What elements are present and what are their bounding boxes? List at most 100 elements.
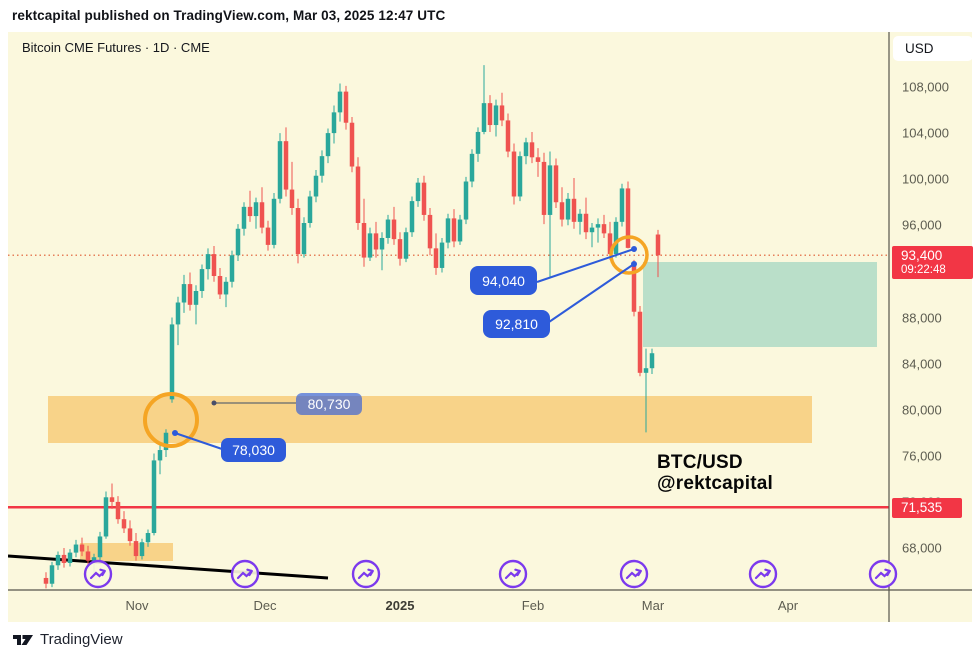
candle-up	[241, 206, 247, 229]
price-tick-label: 68,000	[902, 540, 942, 556]
time-tick-label: 2025	[385, 598, 415, 613]
candle-up	[277, 141, 283, 199]
candle-down	[433, 248, 439, 268]
candle-down	[499, 105, 505, 121]
candle-down	[559, 202, 565, 220]
tradingview-wordmark[interactable]: TradingView	[40, 631, 123, 648]
arrow-icon	[89, 568, 106, 580]
candle-up	[469, 153, 475, 182]
idea-marker-icon[interactable]	[868, 559, 898, 589]
arrow-icon	[874, 568, 891, 580]
candle-down	[421, 182, 427, 215]
lower-range-band-zone	[80, 543, 173, 561]
candle-up	[481, 103, 487, 132]
candle-up	[589, 227, 595, 233]
arrow-icon	[236, 568, 253, 580]
candle-up	[139, 542, 145, 557]
candle-down	[343, 91, 349, 123]
candle-up	[67, 552, 73, 563]
candle-down	[187, 284, 193, 305]
candle-up	[463, 181, 469, 220]
candle-up	[415, 182, 421, 202]
price-tick-label: 88,000	[902, 310, 942, 325]
watermark-author: @rektcapital	[657, 473, 773, 494]
candle-up	[199, 269, 205, 291]
candle-down	[625, 188, 631, 248]
candle-up	[229, 255, 235, 282]
candle-up	[439, 242, 445, 268]
candle-up	[475, 131, 481, 154]
candle-up	[91, 557, 97, 561]
candle-up	[493, 105, 499, 126]
arrow-icon	[625, 568, 642, 580]
candle-down	[583, 213, 589, 233]
trendline	[8, 554, 329, 580]
currency-toggle-button[interactable]: USD	[893, 36, 973, 61]
candle-down	[487, 103, 493, 126]
idea-marker-icon[interactable]	[351, 559, 381, 589]
candle-down	[43, 577, 49, 584]
candle-down	[211, 254, 217, 277]
candle-up	[643, 368, 649, 373]
tradingview-logo-icon	[13, 634, 33, 645]
idea-marker-icon[interactable]	[83, 559, 113, 589]
price-tick-label: 84,000	[902, 356, 942, 372]
chart-panel: Bitcoin CME Futures · 1D · CME USD 108,0…	[8, 32, 973, 622]
candle-up	[379, 237, 385, 250]
candle-up	[619, 188, 625, 222]
candle-up	[151, 460, 157, 534]
candle-down	[505, 120, 511, 152]
bar-countdown: 09:22:48	[901, 263, 946, 276]
candle-up	[205, 254, 211, 270]
idea-marker-icon[interactable]	[619, 559, 649, 589]
candle-down	[283, 141, 289, 190]
candle-down	[397, 239, 403, 259]
candle-up	[301, 222, 307, 255]
callout-dot	[631, 261, 637, 267]
symbol-title: Bitcoin CME Futures · 1D · CME	[22, 40, 210, 55]
arrow-icon	[754, 568, 771, 580]
candle-up	[319, 156, 325, 176]
candle-down	[217, 276, 223, 295]
candle-up	[517, 156, 523, 197]
idea-marker-icon[interactable]	[498, 559, 528, 589]
idea-marker-icon[interactable]	[230, 559, 260, 589]
resistance-box-zone	[643, 262, 877, 347]
candle-down	[259, 202, 265, 228]
support-band-zone	[48, 396, 812, 443]
candle-up	[403, 232, 409, 259]
candle-up	[331, 112, 337, 134]
current-price-value: 93,400	[901, 248, 943, 263]
candle-up	[169, 324, 175, 400]
price-tick-label: 108,000	[902, 79, 949, 95]
level-price-badge: 71,535	[892, 498, 962, 518]
candle-down	[571, 198, 577, 222]
candle-down	[601, 224, 607, 234]
time-tick-label: Apr	[777, 598, 799, 613]
time-tick-label: Feb	[521, 598, 545, 613]
price-tick-label: 104,000	[902, 125, 949, 141]
time-tick-label: Dec	[253, 598, 277, 613]
candle-down	[115, 501, 121, 520]
candle-up	[55, 554, 61, 566]
price-callout-badge: 94,040	[470, 266, 537, 295]
callout-line	[548, 263, 635, 323]
candle-down	[79, 544, 85, 552]
candle-down	[451, 218, 457, 242]
arrow-icon	[504, 568, 521, 580]
candle-up	[157, 450, 163, 461]
idea-marker-icon[interactable]	[748, 559, 778, 589]
candle-down	[355, 166, 361, 223]
candle-up	[175, 302, 181, 325]
candle-down	[121, 519, 127, 529]
candle-down	[289, 189, 295, 209]
candle-up	[193, 290, 199, 305]
candle-up	[409, 201, 415, 233]
candle-down	[361, 222, 367, 258]
price-tick-label: 76,000	[902, 448, 942, 464]
candle-up	[253, 202, 259, 217]
candle-down	[631, 262, 637, 312]
callout-dot	[631, 246, 637, 252]
current-price-badge: 93,400 09:22:48	[892, 246, 973, 279]
candle-down	[541, 161, 547, 215]
